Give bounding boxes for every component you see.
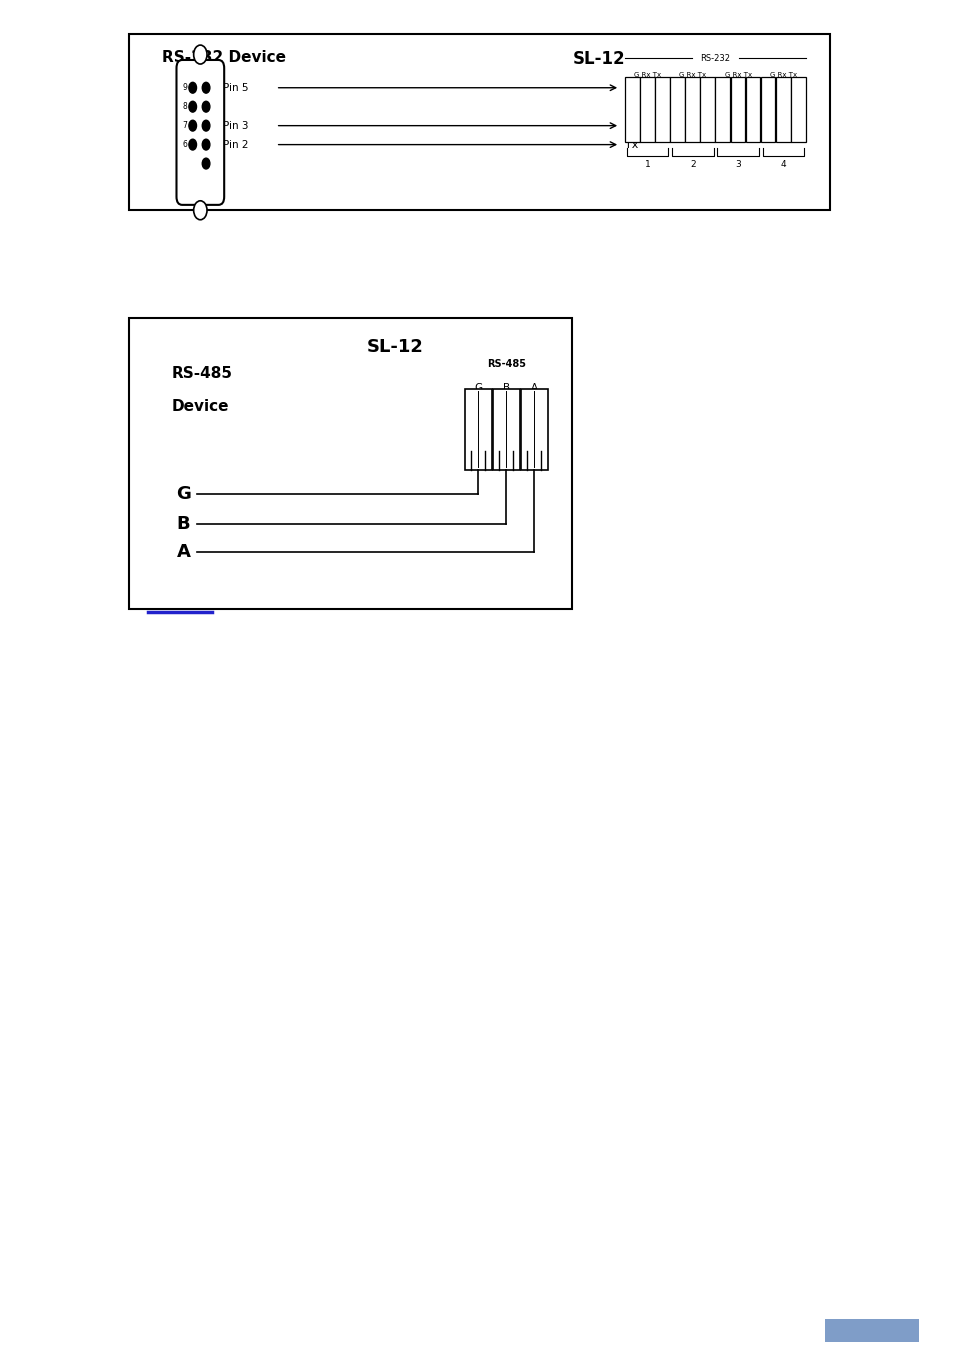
Text: 7: 7	[182, 121, 187, 130]
Text: Pin 5: Pin 5	[223, 83, 249, 92]
Text: RS-485: RS-485	[172, 366, 233, 380]
Bar	[129, 318, 572, 609]
Text: RS-232 Device: RS-232 Device	[162, 50, 286, 65]
Text: G Rx Tx: G Rx Tx	[724, 72, 751, 77]
Bar	[775, 77, 790, 142]
Circle shape	[189, 83, 196, 93]
Text: 9: 9	[182, 83, 187, 92]
Text: 1: 1	[644, 160, 650, 169]
Circle shape	[202, 139, 210, 150]
Circle shape	[202, 121, 210, 131]
Text: A: A	[531, 383, 537, 393]
Bar	[745, 77, 760, 142]
Bar	[684, 77, 700, 142]
Text: Pin 3: Pin 3	[223, 121, 249, 130]
Circle shape	[189, 139, 196, 150]
Bar	[715, 77, 729, 142]
Text: Rx: Rx	[624, 121, 639, 130]
Circle shape	[202, 83, 210, 93]
Circle shape	[202, 158, 210, 169]
Bar	[520, 389, 547, 470]
Bar	[790, 77, 805, 142]
Text: 2: 2	[689, 160, 695, 169]
Bar	[730, 77, 744, 142]
Text: Tx: Tx	[624, 139, 638, 149]
Text: Device: Device	[172, 399, 229, 414]
Circle shape	[193, 200, 207, 219]
Circle shape	[189, 102, 196, 112]
Circle shape	[202, 102, 210, 112]
Bar	[655, 77, 669, 142]
Bar	[464, 389, 491, 470]
Bar	[624, 77, 639, 142]
Text: G: G	[474, 383, 482, 393]
Bar	[700, 77, 715, 142]
Text: 8: 8	[182, 102, 187, 111]
Text: B: B	[176, 515, 190, 533]
Text: G: G	[176, 485, 192, 504]
Text: A: A	[176, 543, 191, 562]
Text: SL-12: SL-12	[366, 338, 423, 356]
Bar	[129, 34, 829, 210]
Bar	[639, 77, 654, 142]
Text: 3: 3	[735, 160, 740, 169]
Text: 4: 4	[780, 160, 785, 169]
FancyBboxPatch shape	[176, 60, 224, 204]
Bar	[760, 77, 775, 142]
Bar	[669, 77, 684, 142]
Circle shape	[189, 121, 196, 131]
Circle shape	[193, 45, 207, 64]
Text: B: B	[502, 383, 510, 393]
Text: SL-12: SL-12	[572, 50, 624, 68]
Text: Ground: Ground	[624, 83, 665, 92]
Text: G Rx Tx: G Rx Tx	[679, 72, 705, 77]
Bar	[492, 389, 519, 470]
Text: RS-232: RS-232	[700, 54, 730, 62]
Text: 6: 6	[182, 139, 187, 149]
Text: G Rx Tx: G Rx Tx	[769, 72, 796, 77]
Text: RS-485: RS-485	[487, 359, 525, 368]
Bar	[824, 1319, 918, 1342]
Text: G Rx Tx: G Rx Tx	[634, 72, 660, 77]
Text: Pin 2: Pin 2	[223, 139, 249, 149]
